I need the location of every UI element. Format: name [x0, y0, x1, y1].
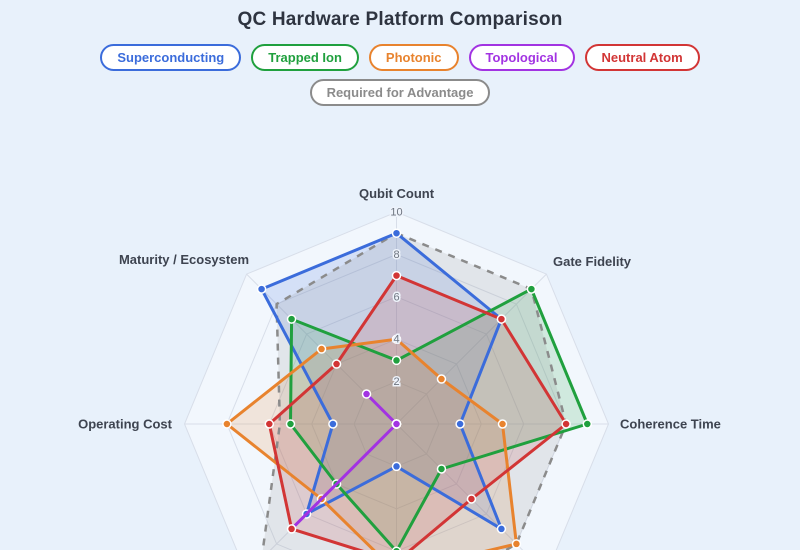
data-point-superconducting: [328, 419, 338, 429]
series-line-trapped-ion: [289, 287, 589, 550]
series-line-photonic: [225, 337, 518, 550]
data-point-trapped-ion: [391, 355, 402, 366]
legend-item-required-for-advantage[interactable]: Required for Advantage: [309, 79, 491, 106]
data-point-trapped-ion: [286, 314, 297, 324]
axis-label-operating-cost: Operating Cost: [78, 417, 173, 432]
legend-row-primary: Superconducting Trapped Ion Photonic Topolo…: [0, 44, 800, 71]
data-point-trapped-ion: [285, 419, 296, 429]
data-point-trapped-ion: [436, 464, 447, 474]
legend-item-topological[interactable]: Topological: [468, 44, 575, 71]
tick-label: 10: [390, 207, 402, 219]
data-point-trapped-ion: [582, 419, 593, 429]
data-point-photonic: [497, 419, 508, 429]
data-point-photonic: [511, 539, 522, 549]
tick-label: 4: [393, 334, 399, 346]
data-point-trapped-ion: [526, 284, 537, 294]
data-point-superconducting: [391, 461, 402, 472]
legend-item-neutral-atom[interactable]: Neutral Atom: [584, 44, 700, 71]
data-point-photonic: [222, 419, 232, 429]
data-point-superconducting: [256, 284, 267, 294]
data-point-neutral-atom: [561, 419, 571, 429]
data-point-photonic: [391, 334, 402, 344]
data-point-topological: [391, 419, 402, 429]
data-point-neutral-atom: [496, 314, 507, 324]
tick-label: 8: [393, 249, 399, 261]
legend-row-secondary: Required for Advantage: [0, 79, 800, 106]
series-line-neutral-atom: [267, 274, 568, 550]
chart-header: QC Hardware Platform Comparison Supercon…: [0, 0, 800, 106]
series-fill-superconducting: [261, 233, 502, 529]
axis-label-gate-fidelity: Gate Fidelity: [553, 254, 632, 269]
data-point-superconducting: [455, 419, 465, 429]
series-line-required-for-advantage: [261, 231, 568, 550]
legend-item-trapped-ion[interactable]: Trapped Ion: [251, 44, 359, 71]
axis-label-coherence-time: Coherence Time: [620, 417, 721, 432]
grid-ring: [226, 253, 567, 550]
grid-spoke: [396, 273, 547, 425]
data-point-superconducting: [391, 228, 402, 238]
data-point-topological: [361, 389, 372, 399]
data-point-neutral-atom: [466, 494, 477, 504]
grid-ring: [268, 296, 525, 550]
data-point-neutral-atom: [264, 419, 275, 429]
data-point-neutral-atom: [286, 524, 297, 534]
series-fill-photonic: [226, 339, 517, 550]
legend-item-superconducting[interactable]: Superconducting: [100, 44, 242, 71]
data-point-superconducting: [496, 524, 507, 534]
data-point-photonic: [316, 344, 327, 354]
legend-item-photonic[interactable]: Photonic: [368, 44, 459, 71]
tick-label: 6: [393, 291, 399, 303]
axis-label-maturity-ecosystem: Maturity / Ecosystem: [119, 252, 249, 267]
data-point-neutral-atom: [331, 359, 342, 369]
data-point-neutral-atom: [391, 270, 402, 281]
axis-label-qubit-count: Qubit Count: [359, 186, 435, 201]
data-point-trapped-ion: [391, 546, 402, 550]
data-point-photonic: [436, 374, 447, 384]
chart-title: QC Hardware Platform Comparison: [237, 9, 563, 30]
tick-label: 2: [393, 376, 399, 388]
